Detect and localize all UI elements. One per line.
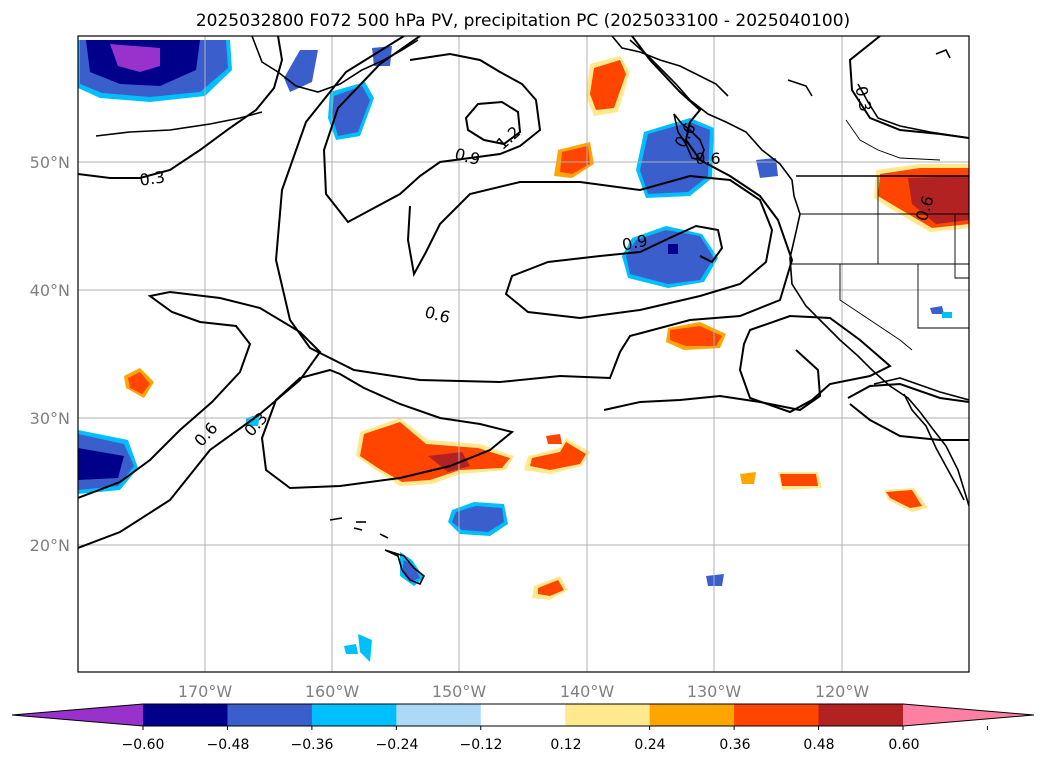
- colorbar-tick-label: −0.48: [207, 737, 250, 753]
- contour-label: 0.9: [453, 144, 483, 169]
- pv-contour-03-east: [848, 36, 969, 139]
- contour-label: 0.9: [620, 231, 649, 255]
- colorbar-tick-label: 0.60: [888, 737, 919, 753]
- coastlines: [95, 36, 969, 586]
- map-panel: 0.3 0.6 0.9 1.2 0.9 0.6 0.6 0.3 0.3 0.6 …: [78, 36, 969, 672]
- colorbar-tick-label: −0.60: [122, 737, 165, 753]
- political-borders: [790, 119, 969, 401]
- pv-contour-09-inner: [406, 174, 774, 320]
- map-frame: [77, 35, 970, 673]
- lon-label: 170°W: [178, 682, 233, 701]
- colorbar-segment: [565, 704, 651, 726]
- colorbar-extend-high: [903, 704, 1034, 726]
- colorbar-tick-label: 0.48: [803, 737, 834, 753]
- colorbar-extend-low: [12, 704, 143, 726]
- lat-label: 50°N: [30, 153, 70, 172]
- colorbar-ticks: −0.60 −0.48 −0.36 −0.24 −0.12 0.12 0.24 …: [122, 737, 920, 753]
- lon-label: 160°W: [305, 682, 360, 701]
- contour-label: 0.3: [851, 84, 875, 113]
- pv-contour-03-south: [260, 368, 515, 490]
- lon-label: 120°W: [815, 682, 870, 701]
- lat-label: 20°N: [30, 536, 70, 555]
- contour-label: 0.3: [240, 409, 271, 441]
- pv-contour-06-east: [738, 314, 892, 414]
- precip-positive-shading: [124, 56, 969, 600]
- colorbar-segment: [734, 704, 820, 726]
- contour-label: 0.6: [695, 149, 720, 168]
- contour-label: 0.3: [138, 167, 166, 189]
- colorbar-segment: [480, 704, 566, 726]
- colorbar-segment: [649, 704, 735, 726]
- colorbar-tick-label: −0.36: [291, 737, 334, 753]
- pv-contour-03-mid: [603, 349, 822, 412]
- pv-contour-06-mid: [78, 290, 322, 549]
- pv-contours: [78, 36, 969, 549]
- latitude-labels: 50°N 40°N 30°N 20°N: [30, 153, 70, 555]
- graticule: [78, 36, 969, 672]
- longitude-labels: 170°W 160°W 150°W 140°W 130°W 120°W: [178, 682, 870, 701]
- lat-label: 40°N: [30, 281, 70, 300]
- colorbar-tick-label: 0.12: [550, 737, 581, 753]
- colorbar-segment: [396, 704, 482, 726]
- contour-label: 0.6: [423, 302, 453, 327]
- lon-label: 130°W: [687, 682, 742, 701]
- colorbar-tick-label: −0.12: [460, 737, 503, 753]
- precip-negative-shading: [78, 40, 952, 662]
- pv-contour-06-outer: [274, 36, 794, 384]
- pv-contour-09-outer: [322, 36, 542, 224]
- pv-contour-12: [464, 100, 522, 146]
- lon-label: 150°W: [432, 682, 487, 701]
- lon-label: 140°W: [560, 682, 615, 701]
- colorbar-tick-label: 0.36: [719, 737, 750, 753]
- pv-contour-03-north: [78, 36, 284, 179]
- colorbar-tick-label: −0.24: [376, 737, 419, 753]
- colorbar-segment: [227, 704, 313, 726]
- lat-label: 30°N: [30, 409, 70, 428]
- pv-contour-06-se: [847, 382, 969, 441]
- colorbar-segment: [311, 704, 397, 726]
- colorbar-segment: [143, 704, 228, 726]
- colorbar: [11, 703, 1035, 730]
- colorbar-tick-label: 0.24: [634, 737, 665, 753]
- colorbar-segment: [818, 704, 904, 726]
- figure-title: 2025032800 F072 500 hPa PV, precipitatio…: [196, 11, 850, 31]
